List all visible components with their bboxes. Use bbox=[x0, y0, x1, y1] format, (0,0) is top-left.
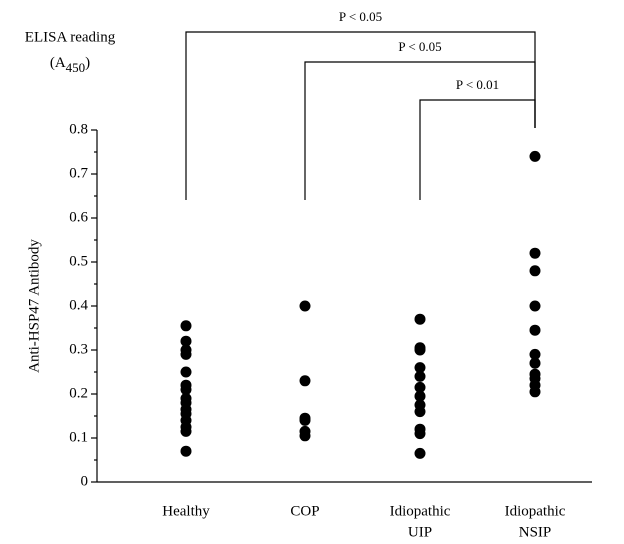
y-tick-label: 0.6 bbox=[69, 209, 88, 225]
point bbox=[180, 366, 192, 378]
point bbox=[529, 300, 541, 312]
significance-bracket bbox=[304, 61, 536, 200]
y-unit-title: ELISA reading bbox=[25, 29, 116, 45]
point bbox=[529, 265, 541, 277]
point bbox=[414, 406, 426, 418]
point bbox=[529, 150, 541, 162]
point bbox=[414, 390, 426, 402]
point bbox=[414, 428, 426, 440]
x-tick-label: NSIP bbox=[519, 524, 552, 540]
y-tick-label: 0.3 bbox=[69, 341, 88, 357]
x-tick-label: COP bbox=[290, 503, 319, 519]
y-unit-part: ) bbox=[85, 55, 90, 71]
point bbox=[414, 447, 426, 459]
y-tick-label: 0.4 bbox=[69, 297, 88, 313]
significance-bracket bbox=[185, 31, 536, 200]
x-tick-label: Idiopathic bbox=[505, 503, 566, 519]
point bbox=[180, 445, 192, 457]
significance-bracket bbox=[419, 99, 536, 200]
y-unit-part: (A bbox=[50, 55, 66, 71]
point bbox=[180, 384, 192, 396]
point bbox=[529, 386, 541, 398]
point bbox=[299, 300, 311, 312]
y-tick-label: 0.8 bbox=[69, 121, 88, 137]
point bbox=[180, 348, 192, 360]
significance-label: P < 0.05 bbox=[398, 39, 441, 54]
point bbox=[180, 425, 192, 437]
point bbox=[299, 414, 311, 426]
y-unit: (A450) bbox=[50, 55, 90, 75]
point bbox=[180, 335, 192, 347]
point bbox=[299, 375, 311, 387]
x-tick-label: Idiopathic bbox=[390, 503, 451, 519]
point bbox=[414, 344, 426, 356]
point bbox=[414, 381, 426, 393]
x-tick-label: Healthy bbox=[162, 503, 210, 519]
point bbox=[529, 348, 541, 360]
point bbox=[414, 362, 426, 374]
point bbox=[180, 320, 192, 332]
significance-label: P < 0.01 bbox=[456, 77, 499, 92]
significance-label: P < 0.05 bbox=[339, 9, 382, 24]
y-unit-subscript: 450 bbox=[66, 60, 86, 75]
point bbox=[414, 370, 426, 382]
point bbox=[414, 313, 426, 325]
y-axis-label: Anti-HSP47 Antibody bbox=[26, 239, 42, 373]
point bbox=[529, 247, 541, 259]
y-tick-label: 0 bbox=[81, 473, 89, 489]
point bbox=[529, 357, 541, 369]
y-tick-label: 0.2 bbox=[69, 385, 88, 401]
y-tick-label: 0.7 bbox=[69, 165, 88, 181]
y-tick-label: 0.1 bbox=[69, 429, 88, 445]
x-tick-label: UIP bbox=[408, 524, 432, 540]
y-tick-label: 0.5 bbox=[69, 253, 88, 269]
point bbox=[299, 430, 311, 442]
point bbox=[529, 324, 541, 336]
